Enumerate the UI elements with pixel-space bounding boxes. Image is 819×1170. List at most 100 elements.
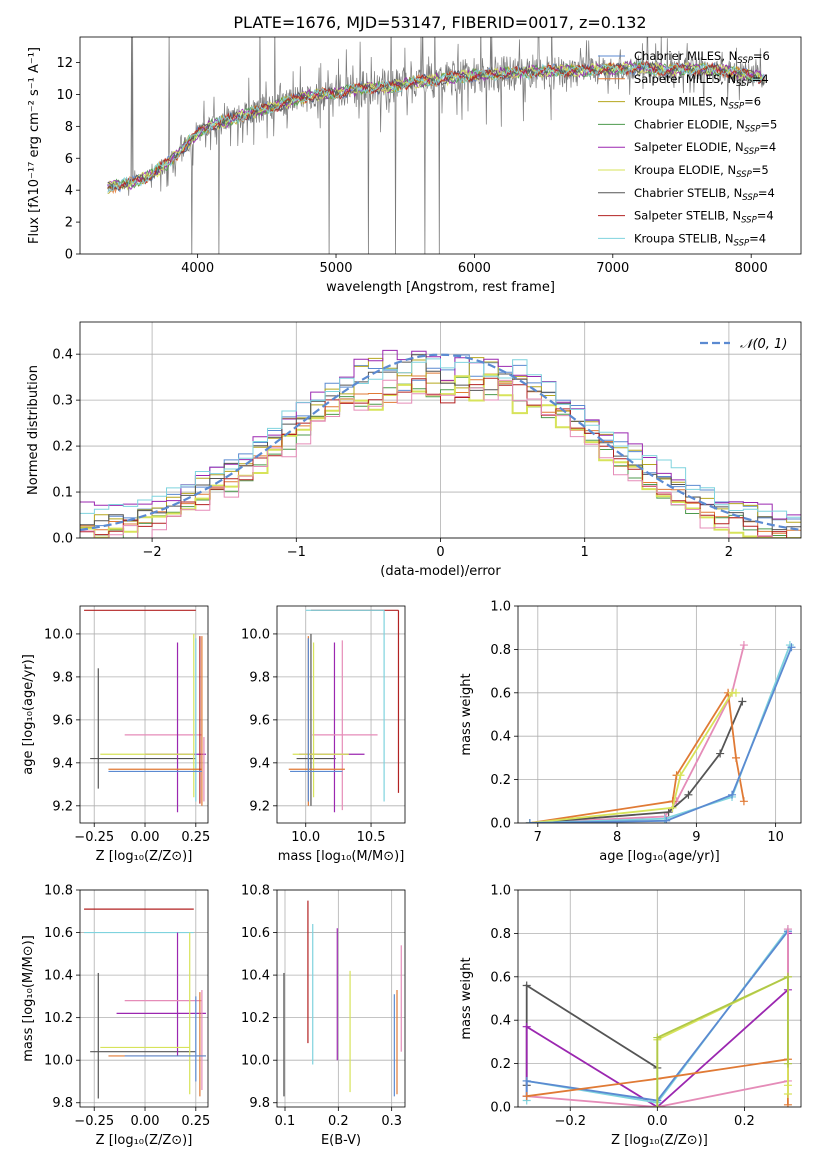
legend-entry: Salpeter MILES, NSSP=4 (634, 72, 769, 89)
weight-vs-Z-point-marker (522, 1076, 531, 1085)
age-vs-mass-ytick-label: 9.2 (249, 799, 270, 814)
age-vs-Z-ytick-label: 10.0 (44, 627, 73, 642)
residuals-ytick-label: 0.4 (52, 348, 73, 363)
legend-entry: Kroupa MILES, NSSP=6 (634, 95, 761, 112)
weight-vs-Z-point-marker (783, 925, 792, 934)
weight-vs-Z-point-marker (783, 1059, 792, 1068)
weight-vs-age-ytick-label: 0.2 (490, 773, 511, 788)
legend-entry: 𝒩(0, 1) (740, 337, 787, 352)
weight-vs-age-point-marker (676, 771, 685, 780)
spectrum-xtick-label: 8000 (735, 261, 768, 276)
residuals-hist-salpeter-stelib (80, 377, 801, 538)
weight-vs-age-ytick-label: 0.4 (490, 730, 511, 745)
age-vs-mass-xlabel: mass [log₁₀(M/M⊙)] (278, 849, 405, 864)
residuals-ylabel: Normed distribution (26, 365, 41, 495)
legend-entry: Kroupa STELIB, NSSP=4 (634, 231, 766, 248)
mass-vs-Z-xtick-label: −0.25 (74, 1114, 114, 1129)
spectrum-xtick-label: 5000 (319, 261, 352, 276)
mass-vs-Z-ytick-label: 10.8 (44, 884, 73, 899)
age-vs-Z-xlabel: Z [log₁₀(Z/Z⊙)] (96, 849, 193, 864)
spectrum-plot-area (107, 37, 766, 254)
weight-vs-age-point-marker (668, 803, 677, 812)
mass-vs-EBV-plot-area (283, 900, 402, 1097)
weight-vs-age-frame (517, 605, 802, 824)
mass-vs-EBV-ytick-label: 9.8 (249, 1096, 270, 1111)
spectrum-xlabel: wavelength [Angstrom, rest frame] (326, 280, 555, 295)
mass-vs-Z-xtick-label: 0.00 (131, 1114, 160, 1129)
weight-vs-age-ytick-label: 0.6 (490, 686, 511, 701)
mass-vs-Z-xlabel: Z [log₁₀(Z/Z⊙)] (96, 1133, 193, 1148)
weight-vs-age-point-marker (728, 790, 737, 799)
weight-vs-age-point-marker (785, 641, 794, 650)
weight-vs-age-ytick-label: 0.8 (490, 643, 511, 658)
mass-vs-Z-ytick-label: 10.0 (44, 1054, 73, 1069)
mass-vs-Z-xtick-label: 0.25 (181, 1114, 210, 1129)
spectrum-xtick-label: 6000 (458, 261, 491, 276)
mass-vs-EBV-axes: 0.1 0.2 0.3 9.8 10.0 10.2 10.4 10.6 10.8 E(B-V) (241, 884, 405, 1148)
mass-vs-EBV-xtick-label: 0.2 (328, 1114, 349, 1129)
weight-vs-age-plot-area (525, 641, 796, 823)
weight-vs-age-axes: 7 8 9 10 0.0 0.2 0.4 0.6 0.8 1.0 age [log₁₀(age/yr… (459, 600, 801, 864)
mass-vs-EBV-ytick-label: 10.2 (241, 1011, 270, 1026)
figure-title: PLATE=1676, MJD=53147, FIBERID=0017, z=0… (233, 13, 646, 32)
residuals-xtick-label: −1 (287, 545, 306, 560)
residuals-xtick-label: 1 (581, 545, 589, 560)
age-vs-Z-xtick-label: 0.00 (131, 830, 160, 845)
mass-vs-EBV-frame (276, 889, 406, 1108)
age-vs-Z-frame (79, 605, 209, 824)
age-vs-mass-ytick-label: 10.0 (241, 627, 270, 642)
spectrum-axes: 4000 5000 6000 7000 8000 0 2 4 6 8 10 12 wavelength … (27, 47, 768, 295)
residuals-hist-kroupa-stelib (80, 358, 801, 518)
weight-vs-age-xtick-label: 10 (767, 830, 784, 845)
mass-vs-Z-ytick-label: 10.4 (44, 969, 73, 984)
weight-vs-age-ytick-label: 0.0 (490, 817, 511, 832)
mass-vs-Z-ytick-label: 9.8 (52, 1096, 73, 1111)
age-vs-mass-plot-area (288, 609, 400, 813)
weight-vs-age-point-marker (731, 688, 740, 697)
age-vs-Z-ytick-label: 9.4 (52, 756, 73, 771)
mass-vs-EBV-ytick-label: 10.0 (241, 1054, 270, 1069)
weight-vs-Z-xtick-label: 0.0 (647, 1114, 668, 1129)
residuals-ytick-label: 0.0 (52, 532, 73, 547)
residuals-xtick-label: −2 (143, 545, 162, 560)
residuals-ytick-label: 0.3 (52, 394, 73, 409)
weight-vs-Z-series-line (525, 983, 658, 1086)
gaussian-curve (80, 353, 801, 531)
spectrum-ytick-label: 4 (65, 184, 73, 199)
weight-vs-Z-ytick-label: 0.8 (490, 927, 511, 942)
weight-vs-Z-ytick-label: 0.6 (490, 970, 511, 985)
age-vs-Z-ylabel: age [log₁₀(age/yr)] (21, 654, 36, 775)
weight-vs-Z-ytick-label: 0.4 (490, 1014, 511, 1029)
weight-vs-age-point-marker (731, 753, 740, 762)
weight-vs-Z-series-line (656, 975, 789, 1107)
spectrum-ytick-label: 12 (56, 56, 73, 71)
weight-vs-Z-xtick-label: 0.2 (734, 1114, 755, 1129)
residuals-hist-chabrier-stelib (80, 354, 801, 531)
weight-vs-Z-series-line (525, 930, 789, 1102)
legend-entry: Salpeter ELODIE, NSSP=4 (634, 140, 776, 157)
weight-vs-Z-ytick-label: 0.2 (490, 1057, 511, 1072)
weight-vs-age-series-line (529, 644, 745, 823)
weight-vs-age-point-marker (662, 816, 671, 823)
mass-vs-EBV-xlabel: E(B-V) (321, 1133, 361, 1148)
spectrum-ytick-label: 2 (65, 216, 73, 231)
spectrum-xtick-label: 4000 (181, 261, 214, 276)
weight-vs-Z-point-marker (522, 981, 531, 990)
residuals-hist-extra-pink (80, 379, 801, 538)
mass-vs-EBV-ytick-label: 10.6 (241, 926, 270, 941)
weight-vs-age-xlabel: age [log₁₀(age/yr)] (599, 849, 720, 864)
mass-vs-Z-axes: −0.25 0.00 0.25 9.8 10.0 10.2 10.4 10.6 10.8 Z [l… (21, 884, 210, 1149)
legend-entry: Chabrier STELIB, NSSP=4 (634, 186, 775, 203)
weight-vs-age-point-marker (664, 808, 673, 817)
age-vs-Z-ytick-label: 9.6 (52, 713, 73, 728)
residuals-ytick-label: 0.1 (52, 486, 73, 501)
weight-vs-age-point-marker (525, 819, 534, 823)
weight-vs-age-xtick-label: 7 (534, 830, 542, 845)
spectrum-frame (79, 36, 802, 255)
mass-vs-Z-ytick-label: 10.2 (44, 1011, 73, 1026)
age-vs-mass-frame (276, 605, 406, 824)
weight-vs-age-point-marker (787, 643, 796, 652)
legend-entry: Salpeter STELIB, NSSP=4 (634, 209, 774, 226)
weight-vs-Z-point-marker (783, 1089, 792, 1098)
